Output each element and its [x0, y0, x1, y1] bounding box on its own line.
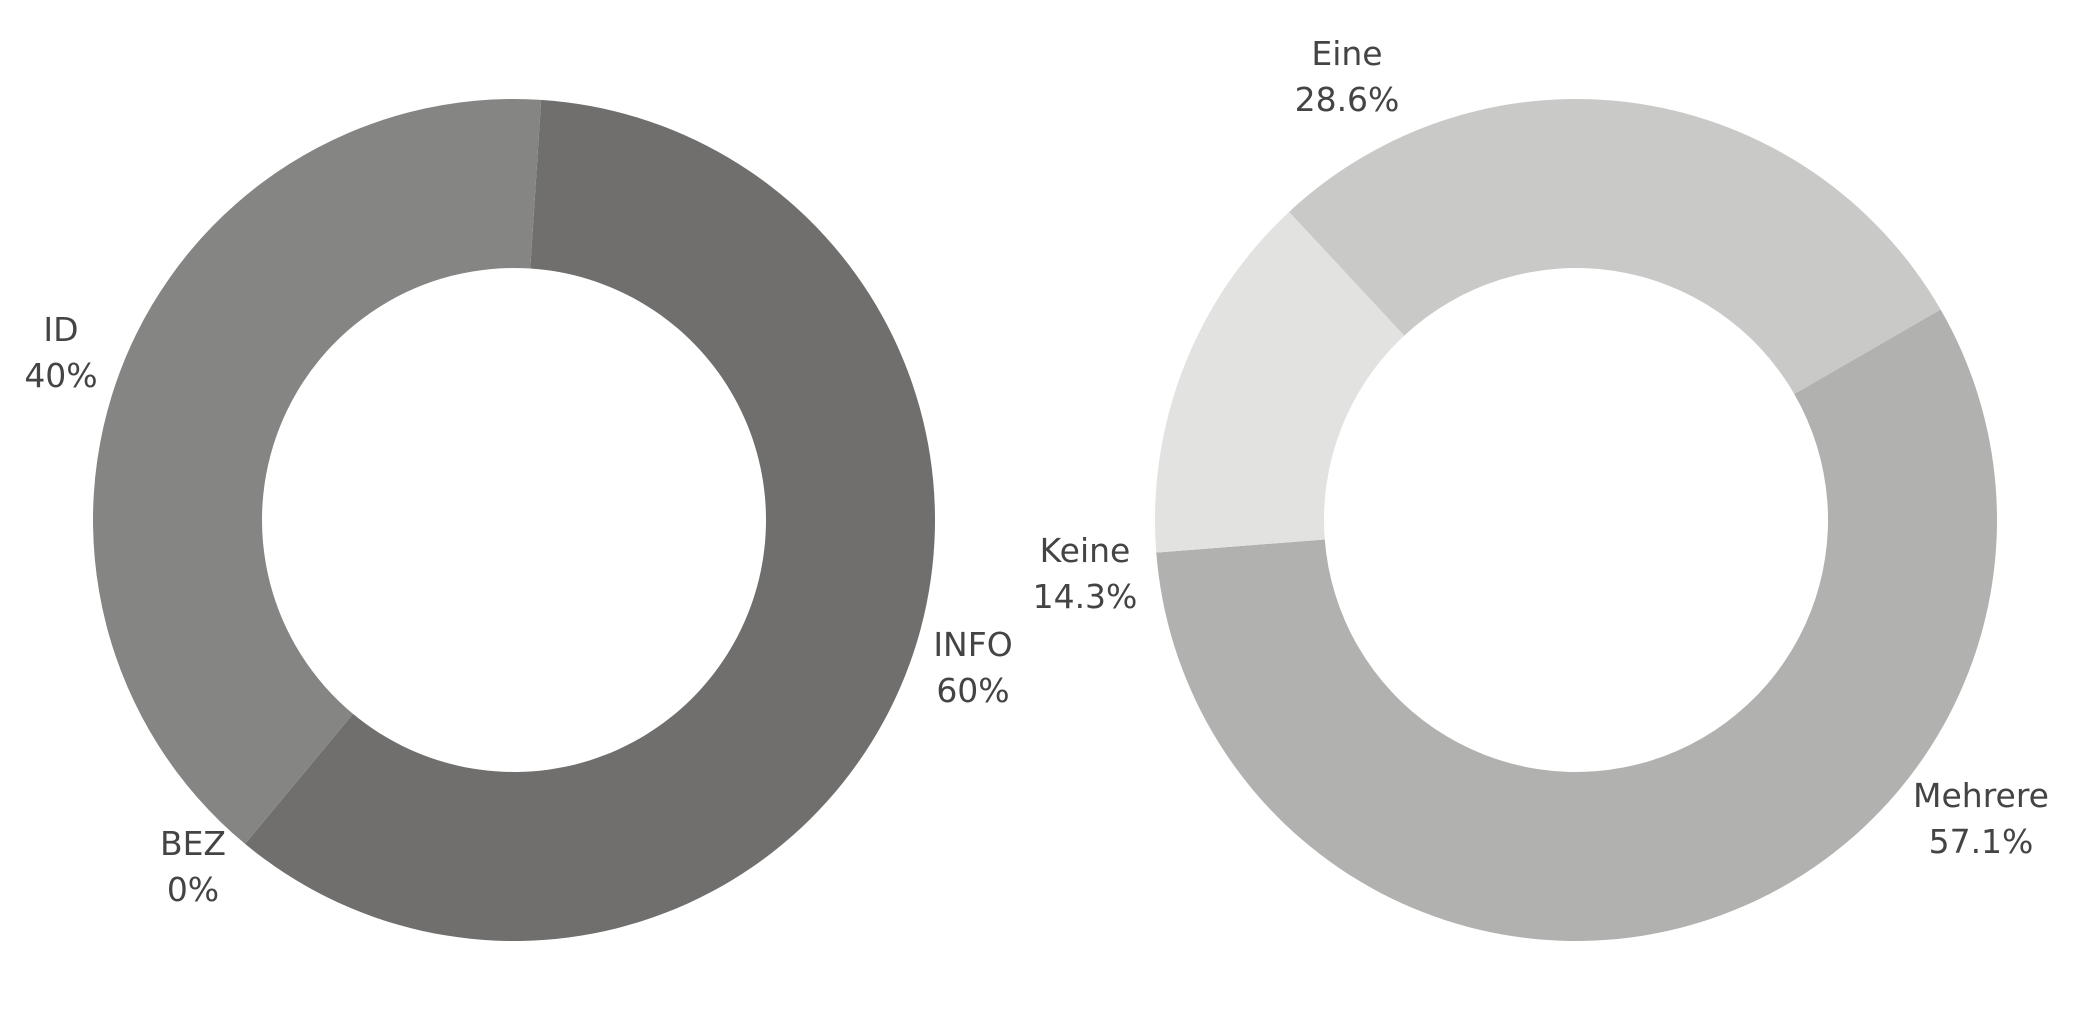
slice-label-name: Mehrere: [1913, 776, 2049, 815]
slice-label-name: BEZ: [160, 824, 226, 863]
slice-label-percent: 40%: [24, 356, 97, 395]
slice-label-percent: 14.3%: [1033, 577, 1138, 616]
slice-eine: [1289, 98, 1941, 394]
slice-label-info: INFO 60%: [933, 625, 1012, 710]
slice-label-percent: 0%: [167, 870, 219, 909]
slice-label-name: Eine: [1311, 34, 1382, 73]
slice-label-id: ID 40%: [24, 310, 97, 395]
slice-label-mehrere: Mehrere 57.1%: [1913, 776, 2049, 861]
slice-label-percent: 28.6%: [1295, 80, 1400, 119]
slice-label-keine: Keine 14.3%: [1033, 531, 1138, 616]
slice-label-bez: BEZ 0%: [160, 824, 226, 909]
slice-keine: [1155, 211, 1405, 553]
slice-label-name: Keine: [1040, 531, 1131, 570]
slice-label-percent: 60%: [936, 671, 1009, 710]
donut-chart-right: Mehrere 57.1% Keine 14.3% Eine 28.6%: [1033, 34, 2049, 941]
slice-label-name: ID: [43, 310, 78, 349]
slice-label-eine: Eine 28.6%: [1295, 34, 1400, 119]
slice-label-name: INFO: [933, 625, 1012, 664]
slice-info: [245, 99, 935, 942]
slice-mehrere: [1156, 309, 1997, 941]
slice-label-percent: 57.1%: [1929, 822, 2034, 861]
donut-chart-left: INFO 60% BEZ 0% ID 40%: [24, 98, 1013, 942]
slice-id: [92, 98, 542, 844]
